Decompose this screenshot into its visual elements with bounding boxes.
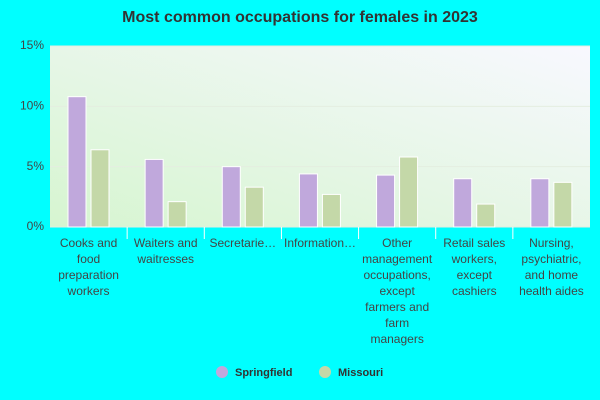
x-tick-label: Cooks and food preparation workers [58,236,119,298]
bar [553,181,573,228]
y-tick-label: 5% [27,159,45,173]
bar [144,158,164,228]
bar [376,174,396,228]
bar [244,186,264,228]
x-tick-label: Secretarie… [209,236,277,250]
x-tick-label: Other management occupations, except far… [362,236,433,346]
bar [476,203,496,228]
legend-label: Springfield [235,367,292,379]
legend-swatch [216,366,228,378]
y-tick-label: 15% [20,38,44,52]
plot-area [50,46,590,227]
bar [67,96,87,228]
y-tick-label: 0% [27,219,45,233]
y-tick-label: 10% [20,99,44,113]
x-tick-label: Information… [283,236,357,250]
x-tick-label: Retail sales workers, except cashiers [443,236,506,298]
bar [90,149,110,228]
x-tick-label: Waiters and waitresses [133,236,198,266]
bar [530,178,550,228]
bar [321,193,341,228]
x-tick-label: Nursing, psychiatric, and home health ai… [519,236,584,298]
bar [453,178,473,228]
legend-swatch [319,366,331,378]
bar [221,166,241,228]
bar [298,173,318,228]
bar [399,156,419,228]
legend-label: Missouri [338,367,383,379]
chart-title: Most common occupations for females in 2… [122,9,478,26]
bar [167,201,187,228]
